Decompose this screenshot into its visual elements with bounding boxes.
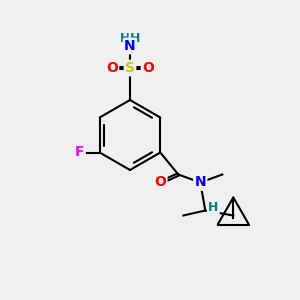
Text: N: N — [194, 176, 206, 190]
Text: O: O — [154, 176, 166, 190]
Text: H: H — [130, 32, 140, 44]
Text: N: N — [124, 39, 136, 53]
Text: S: S — [125, 61, 135, 75]
Text: O: O — [106, 61, 118, 75]
Text: O: O — [142, 61, 154, 75]
Text: H: H — [208, 201, 218, 214]
Text: H: H — [120, 32, 130, 44]
Text: F: F — [75, 146, 84, 160]
